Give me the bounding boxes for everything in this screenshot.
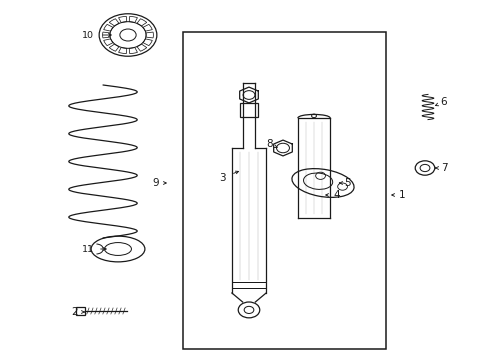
Text: 6: 6	[440, 97, 447, 107]
Text: 5: 5	[344, 178, 350, 188]
Bar	[76, 307, 85, 315]
Text: 8: 8	[266, 139, 273, 149]
Text: 7: 7	[440, 163, 447, 173]
Text: 9: 9	[152, 178, 159, 188]
Text: 3: 3	[218, 173, 225, 183]
Text: 2: 2	[72, 307, 78, 317]
Text: 1: 1	[398, 190, 405, 200]
Bar	[240, 103, 257, 117]
Text: 10: 10	[82, 31, 94, 40]
Text: 4: 4	[333, 190, 340, 200]
Text: 11: 11	[82, 244, 94, 253]
Bar	[183, 32, 386, 349]
